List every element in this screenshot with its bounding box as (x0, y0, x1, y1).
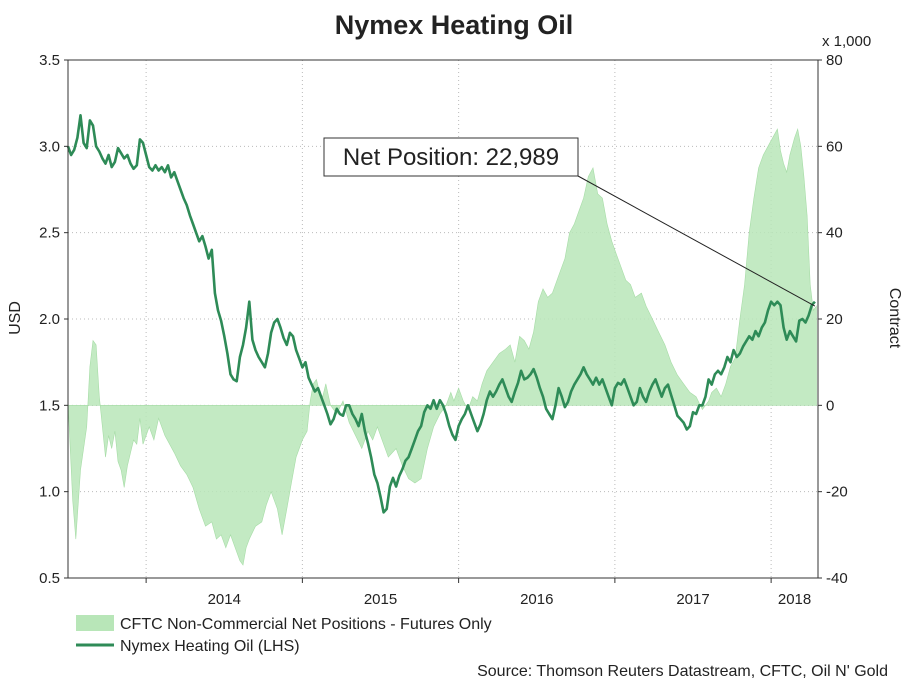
x-tick-label-3: 2017 (676, 591, 709, 608)
x-tick-label-1: 2015 (364, 591, 397, 608)
series-line-heating-oil (66, 114, 816, 514)
left-tick-label-1: 1.0 (39, 484, 60, 501)
x-tick-label-2: 2016 (520, 591, 553, 608)
left-tick-label-6: 3.5 (39, 52, 60, 69)
right-tick-label-1: -20 (826, 484, 848, 501)
right-tick-label-2: 0 (826, 397, 834, 414)
left-tick-label-0: 0.5 (39, 570, 60, 587)
right-tick-label-4: 40 (826, 225, 843, 242)
left-tick-label-3: 2.0 (39, 311, 60, 328)
annotation-leader-line (577, 175, 816, 307)
legend-label-cftc: CFTC Non-Commercial Net Positions - Futu… (120, 616, 492, 633)
legend: CFTC Non-Commercial Net Positions - Futu… (76, 615, 492, 655)
legend-swatch-area (76, 615, 114, 631)
right-axis-unit-note: x 1,000 (822, 33, 871, 50)
left-axis-label: USD (7, 301, 24, 335)
right-axis-label: Contract (886, 288, 903, 349)
legend-label-heating-oil: Nymex Heating Oil (LHS) (120, 638, 300, 655)
right-tick-label-3: 20 (826, 311, 843, 328)
right-tick-label-0: -40 (826, 570, 848, 587)
source-note: Source: Thomson Reuters Datastream, CFTC… (477, 663, 888, 680)
left-tick-label-2: 1.5 (39, 397, 60, 414)
right-tick-label-5: 60 (826, 138, 843, 155)
chart-title: Nymex Heating Oil (335, 10, 574, 40)
x-tick-label-0: 2014 (208, 591, 241, 608)
annotation-box (323, 137, 579, 177)
left-tick-label-5: 3.0 (39, 138, 60, 155)
right-tick-label-6: 80 (826, 52, 843, 69)
annotation-text: Net Position: 22,989 (343, 144, 559, 171)
series-area-cftc-net-positions (67, 127, 817, 566)
x-tick-label-4: 2018 (778, 591, 811, 608)
left-tick-label-4: 2.5 (39, 225, 60, 242)
